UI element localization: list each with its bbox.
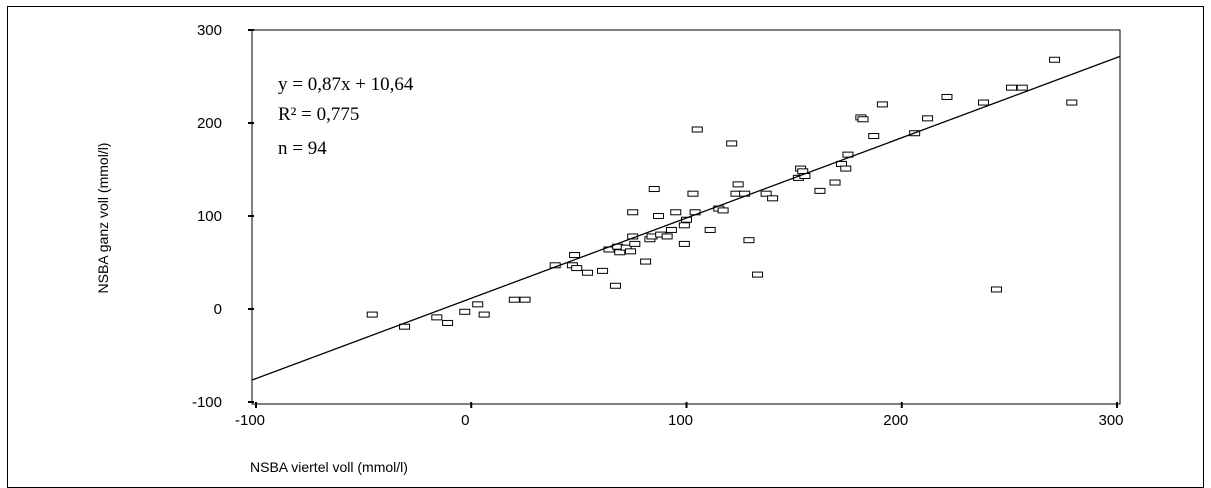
data-point — [752, 271, 764, 278]
y-tick-label: 300 — [197, 22, 222, 39]
data-point — [687, 190, 699, 197]
y-tick-label: 100 — [197, 208, 222, 225]
data-point — [978, 99, 990, 106]
data-point — [767, 195, 779, 202]
data-point — [665, 226, 677, 233]
data-point — [941, 93, 953, 100]
data-point — [472, 301, 484, 308]
data-point — [627, 209, 639, 216]
data-point — [519, 296, 531, 303]
data-point — [842, 151, 854, 158]
data-point — [648, 186, 660, 193]
data-point — [678, 222, 690, 229]
data-point — [614, 249, 626, 256]
data-point — [609, 282, 621, 289]
data-point — [840, 165, 852, 172]
regression-equation: y = 0,87x + 10,64 — [278, 74, 414, 95]
data-point — [691, 126, 703, 133]
data-point — [732, 181, 744, 188]
data-point — [442, 319, 454, 326]
r-squared-label: R² = 0,775 — [278, 104, 359, 125]
x-tick-label: 100 — [668, 412, 693, 429]
data-point — [478, 311, 490, 318]
data-point — [717, 207, 729, 214]
data-point — [678, 240, 690, 247]
x-tick-label: 300 — [1098, 412, 1123, 429]
data-point — [569, 252, 581, 259]
axis-ticks — [248, 29, 1118, 408]
data-point — [670, 209, 682, 216]
tick-labels: -100 0 100 200 300 -100 0 100 200 300 — [192, 22, 1124, 429]
data-point — [1006, 84, 1018, 91]
data-point — [581, 269, 593, 276]
data-point — [597, 267, 609, 274]
y-tick-label: 200 — [197, 115, 222, 132]
data-point — [399, 323, 411, 330]
x-tick-label: 200 — [883, 412, 908, 429]
data-point — [431, 314, 443, 321]
data-point — [508, 296, 520, 303]
data-point — [459, 308, 471, 315]
data-point — [814, 187, 826, 194]
data-point — [990, 286, 1002, 293]
y-axis-title: NSBA ganz voll (mmol/l) — [95, 143, 111, 294]
data-point — [571, 265, 583, 272]
data-point — [857, 116, 869, 123]
data-point — [704, 226, 716, 233]
data-point — [1066, 99, 1078, 106]
y-tick-label: -100 — [192, 394, 222, 411]
x-axis-title: NSBA viertel voll (mmol/l) — [250, 459, 408, 475]
data-point — [625, 248, 637, 255]
data-point — [726, 140, 738, 147]
data-point — [1016, 84, 1028, 91]
regression-line — [251, 55, 1121, 381]
data-point — [653, 213, 665, 219]
data-point — [868, 133, 880, 140]
data-point — [640, 258, 652, 265]
data-point — [829, 179, 841, 186]
data-point — [743, 237, 755, 244]
data-point — [629, 240, 641, 247]
data-point — [1049, 56, 1061, 63]
y-tick-label: 0 — [214, 301, 222, 318]
x-tick-label: -100 — [235, 412, 265, 429]
data-point — [876, 101, 888, 108]
data-point — [366, 311, 378, 318]
data-point — [661, 233, 673, 240]
data-point — [922, 115, 934, 122]
n-count-label: n = 94 — [278, 138, 327, 159]
data-point — [760, 190, 772, 197]
x-tick-label: 0 — [461, 412, 469, 429]
